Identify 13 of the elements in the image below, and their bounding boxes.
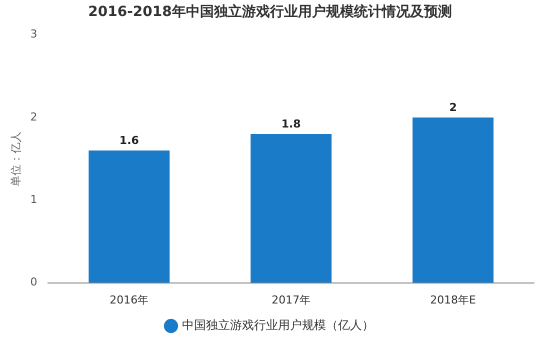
y-tick-label: 3	[30, 28, 38, 41]
y-tick-label: 1	[30, 192, 38, 206]
x-tick-label: 2016年	[110, 293, 149, 306]
data-label: 1.8	[281, 117, 301, 130]
y-tick-label: 0	[30, 276, 38, 289]
x-tick-label: 2018年E	[430, 293, 476, 306]
legend-label: 中国独立游戏行业用户规模（亿人）	[182, 318, 374, 332]
y-axis-title: 单位：亿人	[9, 131, 22, 186]
data-label: 2	[449, 100, 457, 114]
x-tick-label: 2017年	[272, 293, 311, 306]
chart-title: 2016-2018年中国独立游戏行业用户规模统计情况及预测	[88, 3, 452, 20]
data-label: 1.6	[119, 134, 140, 147]
y-tick-label: 2	[30, 110, 38, 124]
